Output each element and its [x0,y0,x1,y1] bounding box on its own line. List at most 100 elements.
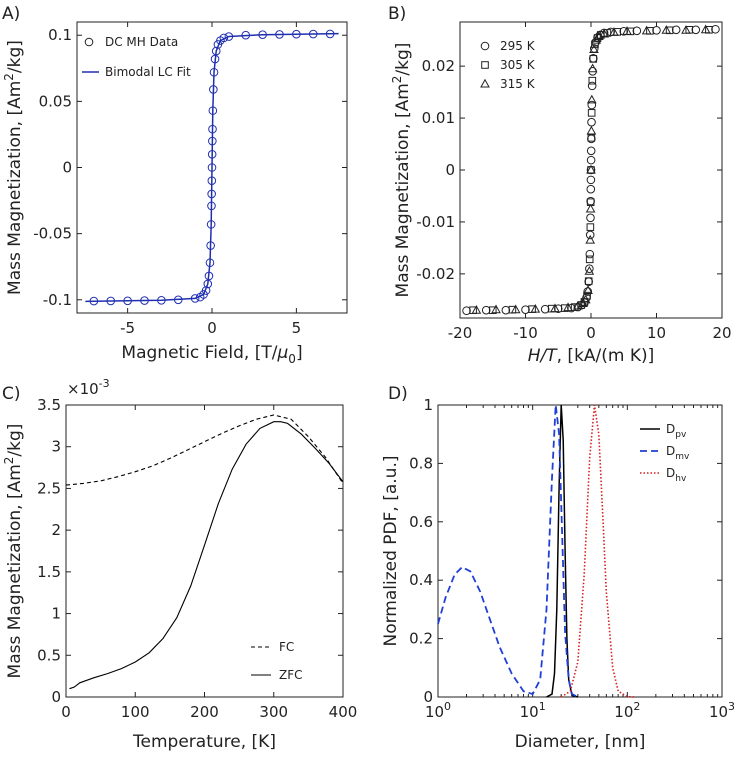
chart-b-data-point-circle [585,249,595,259]
chart-c-x-tick-label: 0 [61,703,71,721]
chart-b-data-point-triangle [587,63,598,73]
chart-a-data-point [209,67,219,77]
chart-c-y-tick-label: 1.5 [37,563,61,581]
chart-c-exponent-label: ×10-3 [67,377,110,398]
chart-a-data-point [308,29,318,39]
chart-a-x-tick-label: 0 [207,319,217,337]
chart-b-data-point-triangle [491,304,501,314]
chart-b-legend-marker-triangle [480,78,490,88]
chart-a-data-point [325,29,335,39]
chart-b-data-point-circle [481,305,491,315]
chart-c-x-tick-label: 200 [190,703,219,721]
chart-c-y-tick-label: 2 [51,521,61,539]
chart-c-x-tick-label: 100 [121,703,150,721]
chart-b-y-tick-label: -0.02 [416,265,455,283]
chart-c-y-tick-label: 3 [51,438,61,456]
chart-b-data-point-circle [540,304,550,314]
chart-b-data-point-square [561,304,569,312]
chart-b-data-point-square [587,109,596,117]
chart-a-data-point [204,271,214,281]
chart-c-y-tick-label: 1 [51,605,61,623]
chart-a-data-point [224,32,234,41]
chart-a-legend-marker-data [84,37,94,47]
chart-a-legend-label-fit: Bimodal LC Fit [105,65,191,79]
chart-b-data-point-triangle [583,285,593,294]
chart-d: 100 101 102 10300.20.40.60.81DpvDmvDhvDiame… [381,396,735,752]
chart-a-data-point [206,220,216,229]
chart-b-y-tick-label: -0.01 [416,213,455,231]
chart-d-mv-line [437,404,579,698]
chart-b-data-point-circle [632,26,642,36]
chart-b-data-point-circle [587,81,597,91]
chart-a-data-point [219,33,229,43]
chart-b-y-tick-label: 0.02 [422,57,455,75]
panel-label-a: A) [2,4,20,24]
chart-b-data-point-circle [585,264,594,273]
chart-b-data-point-triangle [530,303,541,313]
chart-a-data-point [275,30,284,39]
chart-a-data-point [173,295,183,305]
chart-d-y-tick-label: 0.2 [409,630,433,648]
chart-b: -20 -10 0 10 20 -0.02 -0.01 0 0.01 0.02 295 K 305 K… [390,21,732,366]
chart-c-y-tick-label: 0 [51,688,61,706]
chart-c-legend-label-zfc: ZFC [279,668,303,682]
chart-b-x-tick-label: 0 [586,324,596,342]
chart-a-x-tick-label: -5 [120,319,135,337]
chart-b-data-point-triangle [585,203,596,213]
chart-b-data-point-square [589,55,598,63]
chart-b-data-point-circle [553,304,563,313]
chart-a-y-tick-label: 0.05 [39,92,72,110]
chart-a-data-point [241,30,251,40]
chart-a-data-point [209,85,218,94]
chart-a-x-axis-label: Magnetic Field, [T/μ0] [121,343,302,366]
chart-b-x-tick-label: 10 [647,324,666,342]
chart-a-legend-label-data: DC MH Data [105,35,178,49]
chart-a-data-point [203,279,213,289]
chart-d-x-axis-label: Diameter, [nm] [515,732,646,752]
chart-a-y-tick-label: -0.1 [43,291,72,309]
chart-c-y-tick-label: 2.5 [37,479,61,497]
chart-b-data-point-triangle [510,304,521,314]
panel-label-c: C) [2,384,21,404]
chart-a-data-point [208,106,218,115]
chart-b-data-point-circle [671,25,681,35]
chart-c-y-tick-label: 3.5 [37,396,61,414]
chart-c-y-tick-label: 0.5 [37,646,61,664]
chart-b-data-point-triangle [599,28,609,38]
chart-b-data-point-circle [501,305,511,315]
panel-label-b: B) [388,4,406,24]
chart-b-data-point-triangle [563,302,573,312]
chart-b-data-point-triangle [586,125,597,135]
chart-a-data-point [201,286,211,295]
chart-a-fit-line [85,32,339,303]
chart-b-data-point-circle [521,305,530,314]
chart-b-data-point-square [584,277,593,285]
chart-a-x-tick-label: 5 [292,319,302,337]
chart-b-data-point-circle [652,26,661,35]
chart-d-y-tick-label: 1 [423,396,433,414]
chart-a-data-point [292,29,301,39]
chart-a-data-point [208,124,217,134]
chart-b-data-point-circle [619,27,629,36]
chart-b-y-tick-label: 0 [445,161,455,179]
chart-b-data-point-circle [586,175,596,185]
chart-c-fc-line [65,414,344,486]
chart-a-data-point [207,149,217,159]
chart-b-data-point-triangle [580,294,591,304]
chart-b-data-point-square [586,223,595,231]
chart-b-legend-label: 305 K [500,58,536,72]
chart-a-data-point [207,176,217,186]
chart-b-data-point-triangle [622,26,632,35]
chart-b-data-point-triangle [550,303,560,313]
chart-b-data-point-circle [586,146,596,156]
chart-b-data-point-circle [587,117,596,127]
chart-a-data-point [208,136,217,146]
chart-c-legend-label-fc: FC [279,640,294,654]
chart-a-data-point [89,296,99,306]
chart-a-y-tick-label: 0.1 [48,26,72,44]
chart-a-data-point [157,296,166,305]
chart-b-data-point-triangle [609,27,619,36]
chart-a-data-point [210,54,220,64]
chart-d-y-axis-label: Normalized PDF, [a.u.] [381,455,401,646]
